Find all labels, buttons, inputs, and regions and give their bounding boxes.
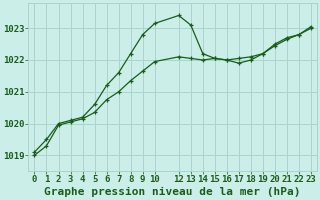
X-axis label: Graphe pression niveau de la mer (hPa): Graphe pression niveau de la mer (hPa) bbox=[44, 187, 301, 197]
